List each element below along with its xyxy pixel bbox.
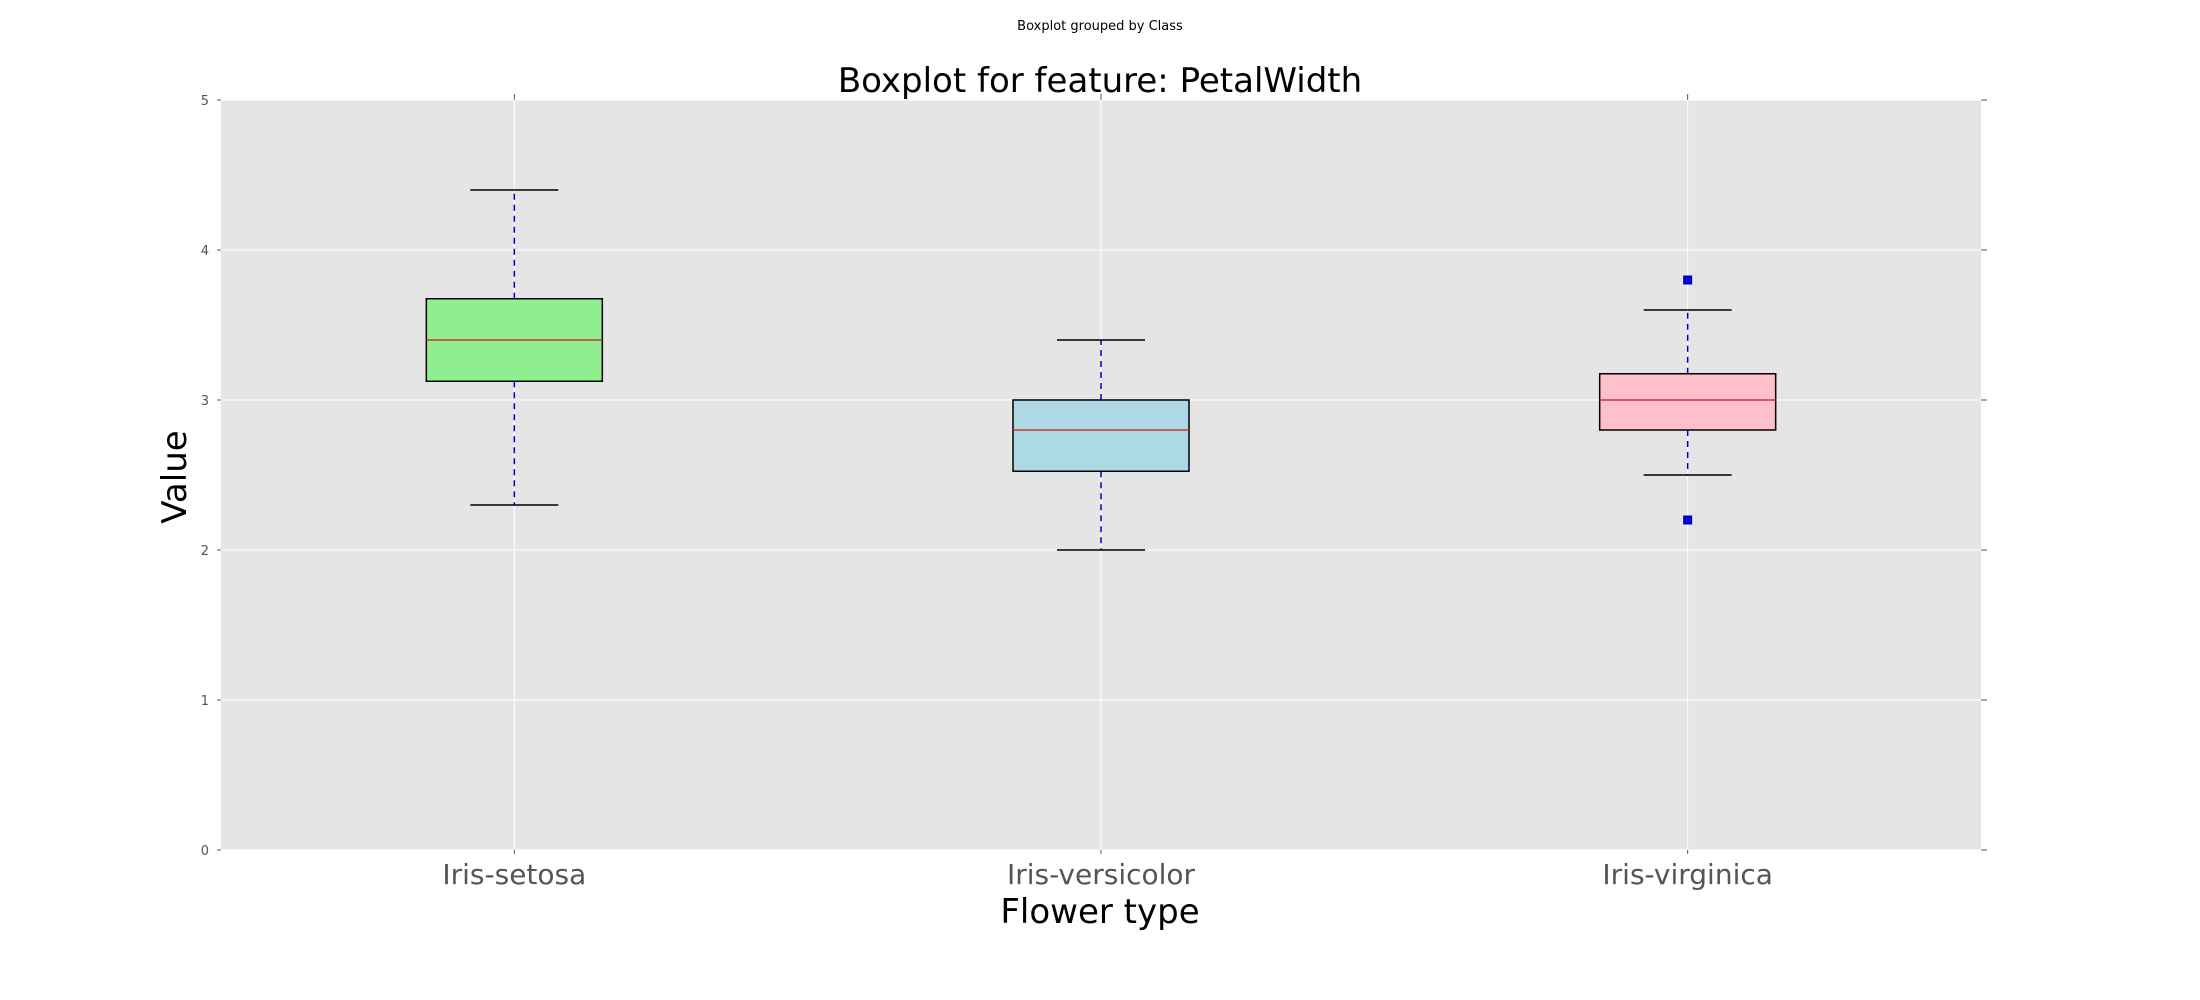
x-tick-label: Iris-versicolor	[1007, 858, 1196, 891]
y-tick-label: 2	[201, 544, 209, 559]
chart-suptitle: Boxplot grouped by Class	[1017, 19, 1183, 34]
outlier-point	[1683, 275, 1693, 285]
box-group	[425, 189, 1777, 551]
y-tick-label: 5	[201, 94, 209, 109]
chart-title: Boxplot for feature: PetalWidth	[838, 61, 1362, 101]
x-tick-label: Iris-virginica	[1602, 858, 1773, 891]
y-tick-label: 3	[201, 394, 209, 409]
y-axis-ticks: 0 1 2 3 4 5	[201, 94, 209, 859]
y-tick-label: 4	[201, 244, 209, 259]
axis-ticks	[217, 94, 1987, 854]
box-iris-versicolor	[1012, 339, 1190, 551]
y-tick-label: 1	[201, 694, 209, 709]
box-iris-setosa	[425, 189, 604, 506]
y-axis-label: Value	[155, 430, 195, 523]
outlier-point	[1683, 515, 1693, 525]
box-iqr	[1598, 373, 1777, 431]
box-iqr	[1012, 399, 1190, 472]
x-tick-label: Iris-setosa	[442, 858, 586, 891]
x-axis-ticks: Iris-setosa Iris-versicolor Iris-virginica	[442, 858, 1773, 891]
x-axis-label: Flower type	[1000, 892, 1199, 932]
y-tick-label: 0	[201, 844, 209, 859]
box-iris-virginica	[1598, 275, 1777, 525]
